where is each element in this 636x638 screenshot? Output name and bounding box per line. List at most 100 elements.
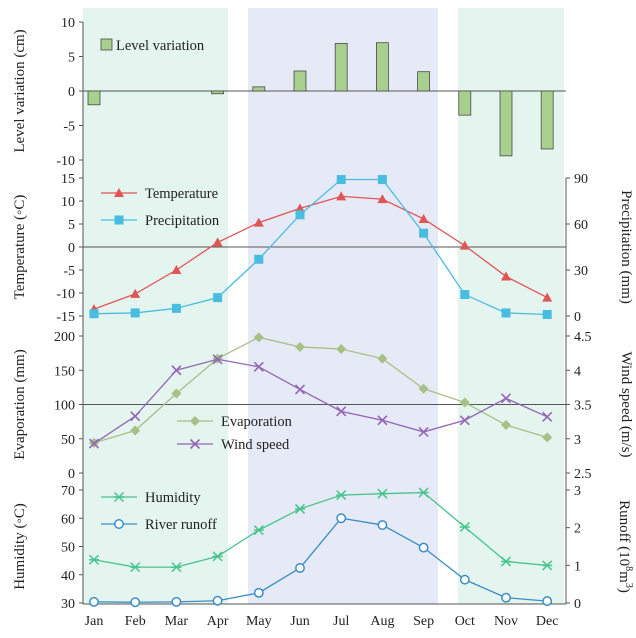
x-tick-label: May — [246, 614, 272, 629]
y2-tick-label: 4 — [574, 364, 581, 379]
y-tick-label: 30 — [61, 597, 75, 612]
x-tick-label: Sep — [413, 614, 434, 629]
y2-tick-label: 2.5 — [574, 467, 592, 482]
river-runoff-point — [459, 574, 470, 585]
y-tick-label: -5 — [63, 264, 75, 279]
y-tick-label: -5 — [63, 120, 75, 135]
river-runoff-point — [130, 597, 141, 608]
precipitation-point — [254, 254, 264, 264]
river-runoff-point — [542, 596, 553, 607]
y2-tick-label: 0 — [574, 597, 581, 612]
y2-axis-title: Precipitation (mm) — [618, 190, 634, 304]
precipitation-line — [93, 178, 548, 316]
x-tick-label: Jun — [290, 614, 309, 629]
temperature-point — [212, 237, 223, 247]
wind-speed-point — [171, 365, 182, 376]
temperature-point — [542, 292, 553, 302]
precipitation-point — [295, 210, 305, 220]
level-bar — [499, 90, 513, 157]
summer-shade — [248, 8, 438, 604]
temperature-point — [253, 217, 264, 227]
precipitation-legend-label: Precipitation — [145, 213, 220, 229]
level-bar — [87, 90, 101, 106]
humidity-point — [253, 525, 264, 536]
wind-speed-point-stroke — [500, 393, 512, 404]
x-tick-label: Apr — [207, 614, 229, 629]
x-tick-label: Mar — [165, 614, 189, 629]
y2-axis-title: Wind speed (m/s) — [618, 351, 634, 457]
y2-tick-label: 60 — [574, 218, 588, 233]
river-runoff-point — [295, 563, 305, 573]
precipitation-point — [336, 175, 346, 185]
x-tick-label: Dec — [536, 614, 559, 629]
y2-tick-label: 3 — [574, 484, 581, 499]
y2-tick-label: 3.5 — [574, 399, 592, 414]
humidity-point — [294, 503, 306, 514]
wind-speed-point-stroke — [294, 384, 306, 395]
precipitation-point — [213, 293, 223, 303]
y-tick-label: 60 — [61, 512, 75, 527]
humidity-point — [212, 551, 223, 562]
wind-speed-point-stroke — [212, 354, 223, 365]
y-tick-label: 15 — [61, 172, 75, 187]
wind-speed-point — [500, 393, 512, 404]
temperature-legend-marker — [114, 188, 124, 197]
y2-axis-title: Runoff (108m3) — [616, 500, 634, 593]
y-tick-label: 70 — [61, 484, 75, 499]
y-tick-label: 50 — [61, 541, 75, 556]
wind-speed-point-stroke — [253, 361, 264, 372]
temperature-line — [93, 195, 548, 310]
humidity-point — [336, 490, 347, 501]
river-runoff-point — [336, 513, 347, 524]
y-tick-label: 10 — [61, 195, 75, 210]
wind-speed-point-stroke — [336, 406, 347, 417]
humidity-point — [459, 521, 470, 533]
evaporation-legend-marker — [190, 416, 200, 426]
temperature-point — [501, 271, 511, 281]
y2-axis-title-part: 3 — [623, 583, 634, 588]
humidity-point — [500, 556, 512, 567]
temperature-point — [295, 203, 305, 213]
evaporation-line — [93, 336, 548, 444]
y-tick-label: 150 — [54, 364, 75, 379]
y-tick-label: 200 — [54, 330, 75, 345]
wind-speed-point-stroke — [459, 415, 470, 426]
humidity-legend-label: Humidity — [145, 490, 201, 506]
wind-speed-point — [377, 415, 388, 426]
y-tick-label: 50 — [61, 433, 75, 448]
evaporation-legend-label: Evaporation — [221, 414, 293, 430]
temperature-point — [418, 213, 429, 223]
y2-tick-label: 4.5 — [574, 330, 592, 345]
evaporation-point — [130, 425, 141, 436]
precipitation-point — [542, 309, 552, 319]
temperature-point — [130, 288, 141, 298]
wind-speed-point-stroke — [542, 411, 553, 422]
humidity-point — [418, 487, 429, 498]
y2-axis-title-part: Runoff (10 — [616, 500, 632, 566]
precipitation-point — [377, 175, 387, 185]
temperature-point — [171, 265, 182, 274]
y2-axis-title-part: m — [616, 571, 632, 583]
y-axis-title: Evaporation (mm) — [12, 349, 28, 459]
river-runoff-line — [93, 517, 548, 603]
wind-speed-point — [459, 415, 470, 426]
wind-speed-point-stroke — [171, 365, 182, 376]
river-runoff-point — [89, 596, 99, 607]
river-runoff-point — [171, 596, 182, 607]
y-tick-label: 5 — [68, 218, 75, 233]
level-bar — [540, 90, 554, 150]
x-tick-label: Jan — [85, 614, 104, 629]
y2-tick-label: 0 — [574, 310, 581, 325]
humidity-point — [88, 554, 100, 565]
river-runoff-legend-label: River runoff — [145, 517, 217, 533]
wind-speed-line — [93, 358, 548, 445]
x-tick-label: Aug — [370, 614, 394, 629]
evaporation-point — [418, 383, 429, 394]
wind-speed-point — [253, 361, 264, 372]
humidity-point — [130, 562, 141, 573]
level-bar — [252, 86, 266, 92]
y-tick-label: 100 — [54, 399, 75, 414]
x-tick-label: Nov — [494, 614, 518, 629]
